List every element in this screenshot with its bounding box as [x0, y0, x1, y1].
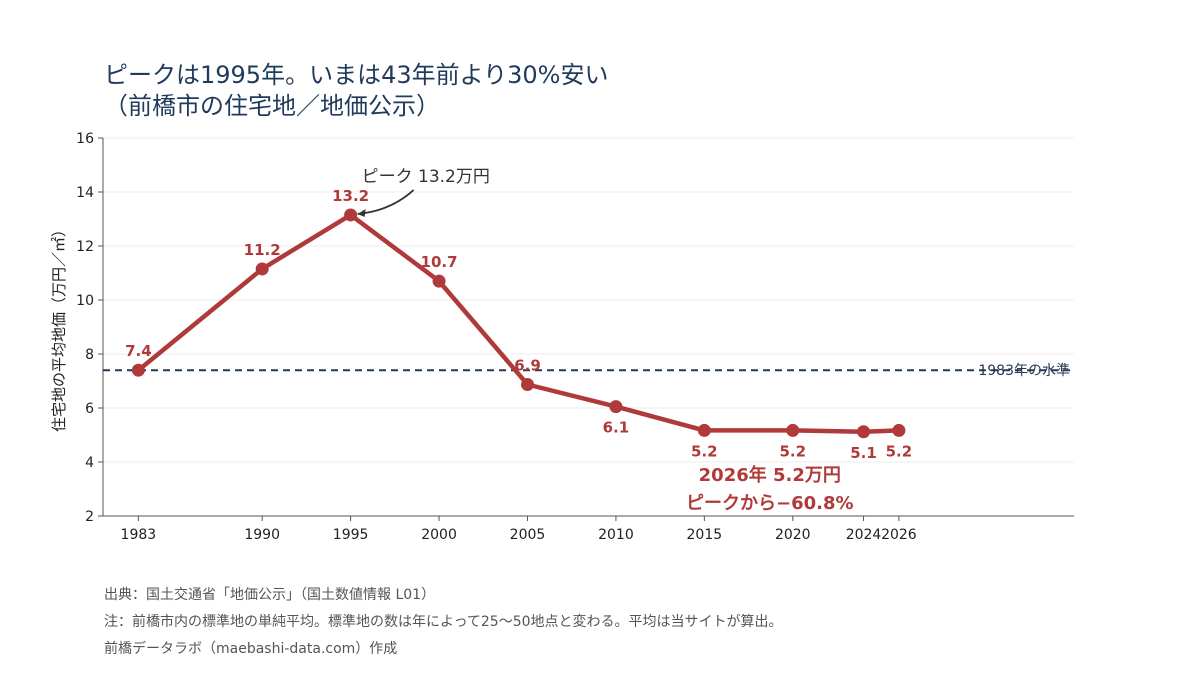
x-tick-label: 2000 [421, 527, 457, 543]
reference-line-label: 1983年の水準 [978, 363, 1070, 379]
y-tick-label: 16 [76, 131, 94, 147]
data-label-1995: 13.2 [332, 187, 369, 205]
data-label-2024: 5.1 [850, 444, 877, 462]
data-point-2026 [892, 423, 906, 437]
y-tick-label: 6 [85, 401, 94, 417]
gridlines [103, 137, 1074, 463]
data-point-1983 [131, 363, 145, 377]
chart-title-block: ピークは1995年。いまは43年前より30%安い （前橋市の住宅地／地価公示） [104, 60, 608, 122]
method-note: 注：前橋市内の標準地の単純平均。標準地の数は年によって25〜50地点と変わる。平… [104, 614, 783, 630]
y-tick-label: 10 [76, 293, 94, 309]
x-tick-label: 2005 [510, 527, 546, 543]
data-point-2000 [432, 274, 446, 288]
data-point-2010 [609, 400, 623, 414]
data-point-1995 [344, 208, 358, 222]
x-tick-label: 2024 [846, 527, 882, 543]
latest-annotation-line2: ピークから−60.8% [686, 493, 854, 514]
x-tick-label: 1983 [121, 527, 157, 543]
data-label-2026: 5.2 [886, 442, 913, 460]
data-point-2020 [786, 423, 800, 437]
data-label-2010: 6.1 [603, 419, 630, 437]
chart-footer: 出典：国土交通省「地価公示」（国土数値情報 L01） 注：前橋市内の標準地の単純… [104, 582, 783, 663]
data-point-1990 [255, 262, 269, 276]
data-point-2024 [857, 425, 871, 439]
y-tick-label: 12 [76, 239, 94, 255]
x-tick-label: 2010 [598, 527, 634, 543]
y-axis-label: 住宅地の平均地価（万円／㎡） [50, 222, 68, 432]
x-tick-label: 2026 [881, 527, 917, 543]
series-line-group [136, 212, 902, 435]
chart-subtitle: （前橋市の住宅地／地価公示） [104, 92, 440, 120]
source-note: 出典：国土交通省「地価公示」（国土数値情報 L01） [104, 587, 436, 603]
x-tick-label: 2020 [775, 527, 811, 543]
peak-annotation-text: ピーク 13.2万円 [362, 167, 490, 187]
series-line [136, 212, 902, 435]
reference-line-group: 1983年の水準 [103, 363, 1074, 379]
y-tick-label: 2 [85, 509, 94, 525]
data-label-2020: 5.2 [779, 442, 806, 460]
y-tick-label: 8 [85, 347, 94, 363]
x-tick-label: 1990 [244, 527, 280, 543]
data-label-1983: 7.4 [125, 342, 152, 360]
x-tick-label: 2015 [687, 527, 723, 543]
credit-note: 前橋データラボ（maebashi-data.com）作成 [104, 641, 398, 657]
chart-title: ピークは1995年。いまは43年前より30%安い [104, 61, 609, 89]
latest-annotation-line1: 2026年 5.2万円 [699, 464, 841, 486]
data-label-2005: 6.9 [514, 357, 541, 375]
data-label-2000: 10.7 [421, 253, 458, 271]
data-point-2015 [697, 423, 711, 437]
y-tick-label: 14 [76, 185, 94, 201]
data-labels: 7.4 11.2 13.2 10.7 6.9 6.1 5.2 5.2 5.1 5.2 [125, 187, 912, 462]
y-tick-label: 4 [85, 455, 94, 471]
x-tick-label: 1995 [333, 527, 369, 543]
axes: 2 4 6 8 10 12 14 16 1983 1990 1995 2000 2005 2010 2015… [50, 131, 1074, 543]
data-label-1990: 11.2 [244, 241, 281, 259]
data-label-2015: 5.2 [691, 442, 718, 460]
peak-annotation-arrowhead [357, 208, 366, 217]
series-points [131, 208, 906, 439]
data-point-2005 [520, 378, 534, 392]
